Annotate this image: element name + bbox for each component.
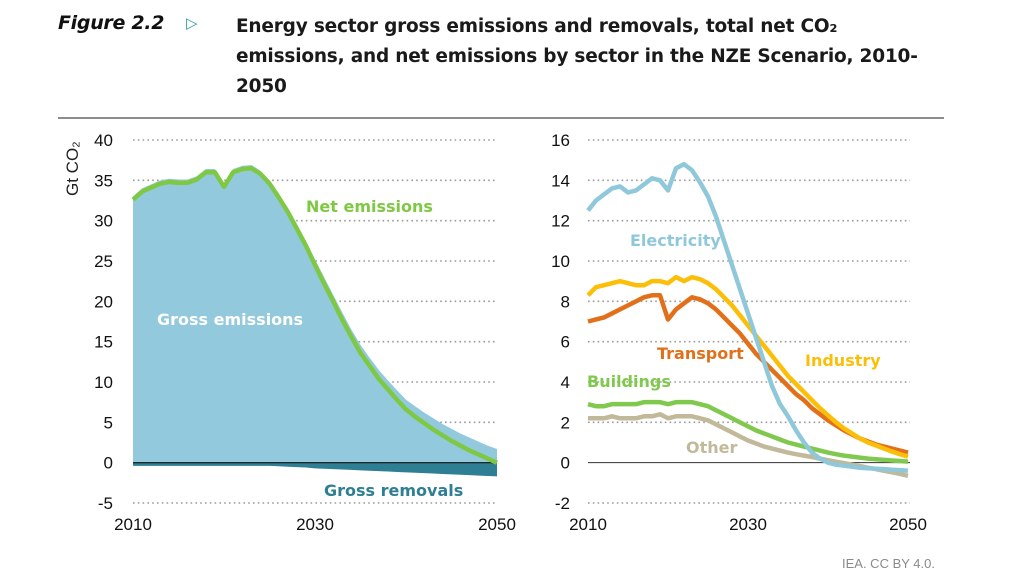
left-y-tick-label: 25 xyxy=(94,252,113,271)
header-divider xyxy=(58,117,944,119)
left-y-tick-label: 40 xyxy=(94,131,113,150)
left-y-tick-labels: -5 0 5 10 15 20 25 30 35 40 xyxy=(94,131,113,513)
net-emissions-label: Net emissions xyxy=(306,197,433,216)
right-y-tick-label: -2 xyxy=(555,494,570,513)
right-y-tick-label: 12 xyxy=(551,212,570,231)
right-x-tick-label: 2050 xyxy=(889,515,927,534)
right-x-tick-label: 2030 xyxy=(729,515,767,534)
left-areas xyxy=(131,165,498,477)
right-y-tick-label: 6 xyxy=(561,333,570,352)
gross-removals-label: Gross removals xyxy=(324,481,463,500)
right-y-tick-labels: -2 0 2 4 6 8 10 12 14 16 xyxy=(551,131,570,513)
left-y-tick-label: 10 xyxy=(94,373,113,392)
right-series-lines xyxy=(586,161,909,478)
figure-label: Figure 2.2 xyxy=(58,12,165,34)
industry-line xyxy=(586,274,909,459)
gross-emissions-area xyxy=(133,165,497,463)
credit-text: IEA. CC BY 4.0. xyxy=(842,556,935,571)
left-y-tick-label: 30 xyxy=(94,212,113,231)
industry-label: Industry xyxy=(805,351,881,370)
left-y-tick-label: 5 xyxy=(104,413,113,432)
left-chart: -5 0 5 10 15 20 25 30 35 40 2010 2030 2050 Gt CO₂ G… xyxy=(63,131,516,534)
right-y-tick-label: 8 xyxy=(561,292,570,311)
right-y-tick-label: 16 xyxy=(551,131,570,150)
left-x-tick-labels: 2010 2030 2050 xyxy=(114,515,516,534)
left-y-tick-label: -5 xyxy=(98,494,113,513)
right-y-tick-label: 14 xyxy=(551,171,570,190)
buildings-line xyxy=(587,399,909,464)
right-x-tick-label: 2010 xyxy=(569,515,607,534)
left-y-tick-label: 20 xyxy=(94,292,113,311)
transport-label: Transport xyxy=(657,344,744,363)
left-y-tick-label: 35 xyxy=(94,171,113,190)
left-x-tick-label: 2030 xyxy=(296,515,334,534)
right-x-tick-labels: 2010 2030 2050 xyxy=(569,515,927,534)
right-gridlines xyxy=(588,139,910,504)
triangle-right-icon: ▷ xyxy=(186,15,198,32)
gross-removals-area xyxy=(133,462,497,477)
left-x-tick-label: 2050 xyxy=(478,515,516,534)
right-chart: -2 0 2 4 6 8 10 12 14 16 2010 2030 2050 Electricity… xyxy=(551,131,927,534)
electricity-line xyxy=(586,161,909,473)
right-y-tick-label: 4 xyxy=(561,373,570,392)
figure-title: Energy sector gross emissions and remova… xyxy=(236,16,918,97)
right-y-tick-label: 0 xyxy=(561,454,570,473)
left-y-tick-label: 0 xyxy=(104,454,113,473)
electricity-label: Electricity xyxy=(630,231,721,250)
other-label: Other xyxy=(686,438,737,457)
gross-emissions-label: Gross emissions xyxy=(157,310,303,329)
net-emissions-line xyxy=(131,165,498,465)
left-y-tick-label: 15 xyxy=(94,333,113,352)
buildings-label: Buildings xyxy=(587,372,671,391)
right-y-tick-label: 2 xyxy=(561,413,570,432)
left-y-axis-label: Gt CO₂ xyxy=(63,141,82,196)
right-y-tick-label: 10 xyxy=(551,252,570,271)
left-x-tick-label: 2010 xyxy=(114,515,152,534)
